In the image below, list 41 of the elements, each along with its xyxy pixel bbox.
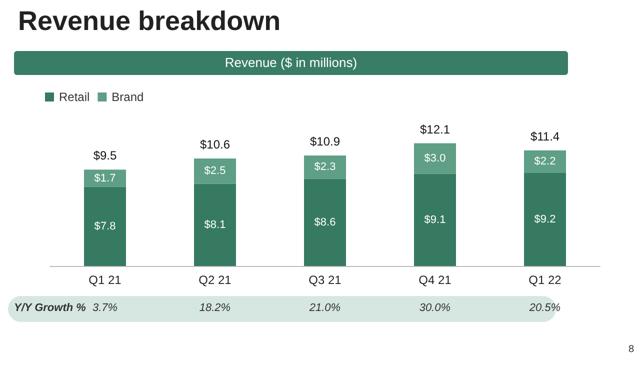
data-label: $9.2 <box>534 213 556 226</box>
text: 8 <box>628 344 634 355</box>
text: 30.0% <box>418 302 452 314</box>
bar <box>304 178 346 266</box>
text: Y/Y Growth % <box>14 302 86 314</box>
data-label: $8.6 <box>314 216 336 228</box>
bar <box>194 158 236 184</box>
data-label: $7.8 <box>94 220 116 232</box>
bar <box>84 186 126 266</box>
data-label: $9.1 <box>424 214 446 226</box>
data-label: $2.3 <box>314 161 336 174</box>
total-label: $12.1 <box>420 122 450 136</box>
x-tick-label: Q1 21 <box>88 273 122 287</box>
chart-title: Revenue breakdown <box>18 6 281 37</box>
legend-label: Brand <box>112 90 144 104</box>
data-label: $1.7 <box>94 172 116 184</box>
x-tick-label: Q4 21 <box>418 273 452 287</box>
x-tick-label: Q2 21 <box>198 273 232 287</box>
x-tick-label: Q3 21 <box>308 273 342 287</box>
text: 20.5% <box>528 302 562 314</box>
bar <box>414 143 456 174</box>
total-label: $9.5 <box>93 148 117 163</box>
bar <box>524 172 566 266</box>
data-label: $3.0 <box>424 152 446 164</box>
legend-label: Retail <box>59 90 90 104</box>
total-label: $10.6 <box>200 137 230 152</box>
bar <box>194 184 236 266</box>
bar <box>84 170 126 187</box>
bar <box>304 155 346 179</box>
bar <box>414 174 456 266</box>
total-label: $11.4 <box>530 129 560 144</box>
text: 21.0% <box>308 302 342 314</box>
bar <box>524 150 566 173</box>
text: 18.2% <box>198 302 232 314</box>
data-label: $2.2 <box>534 156 556 168</box>
total-label: $10.9 <box>310 134 340 148</box>
data-label: $2.5 <box>204 165 226 178</box>
data-label: $8.1 <box>204 218 226 231</box>
chart-subtitle: Revenue ($ in millions) <box>14 51 568 75</box>
text: 3.7% <box>92 302 118 314</box>
x-tick-label: Q1 22 <box>528 273 562 287</box>
